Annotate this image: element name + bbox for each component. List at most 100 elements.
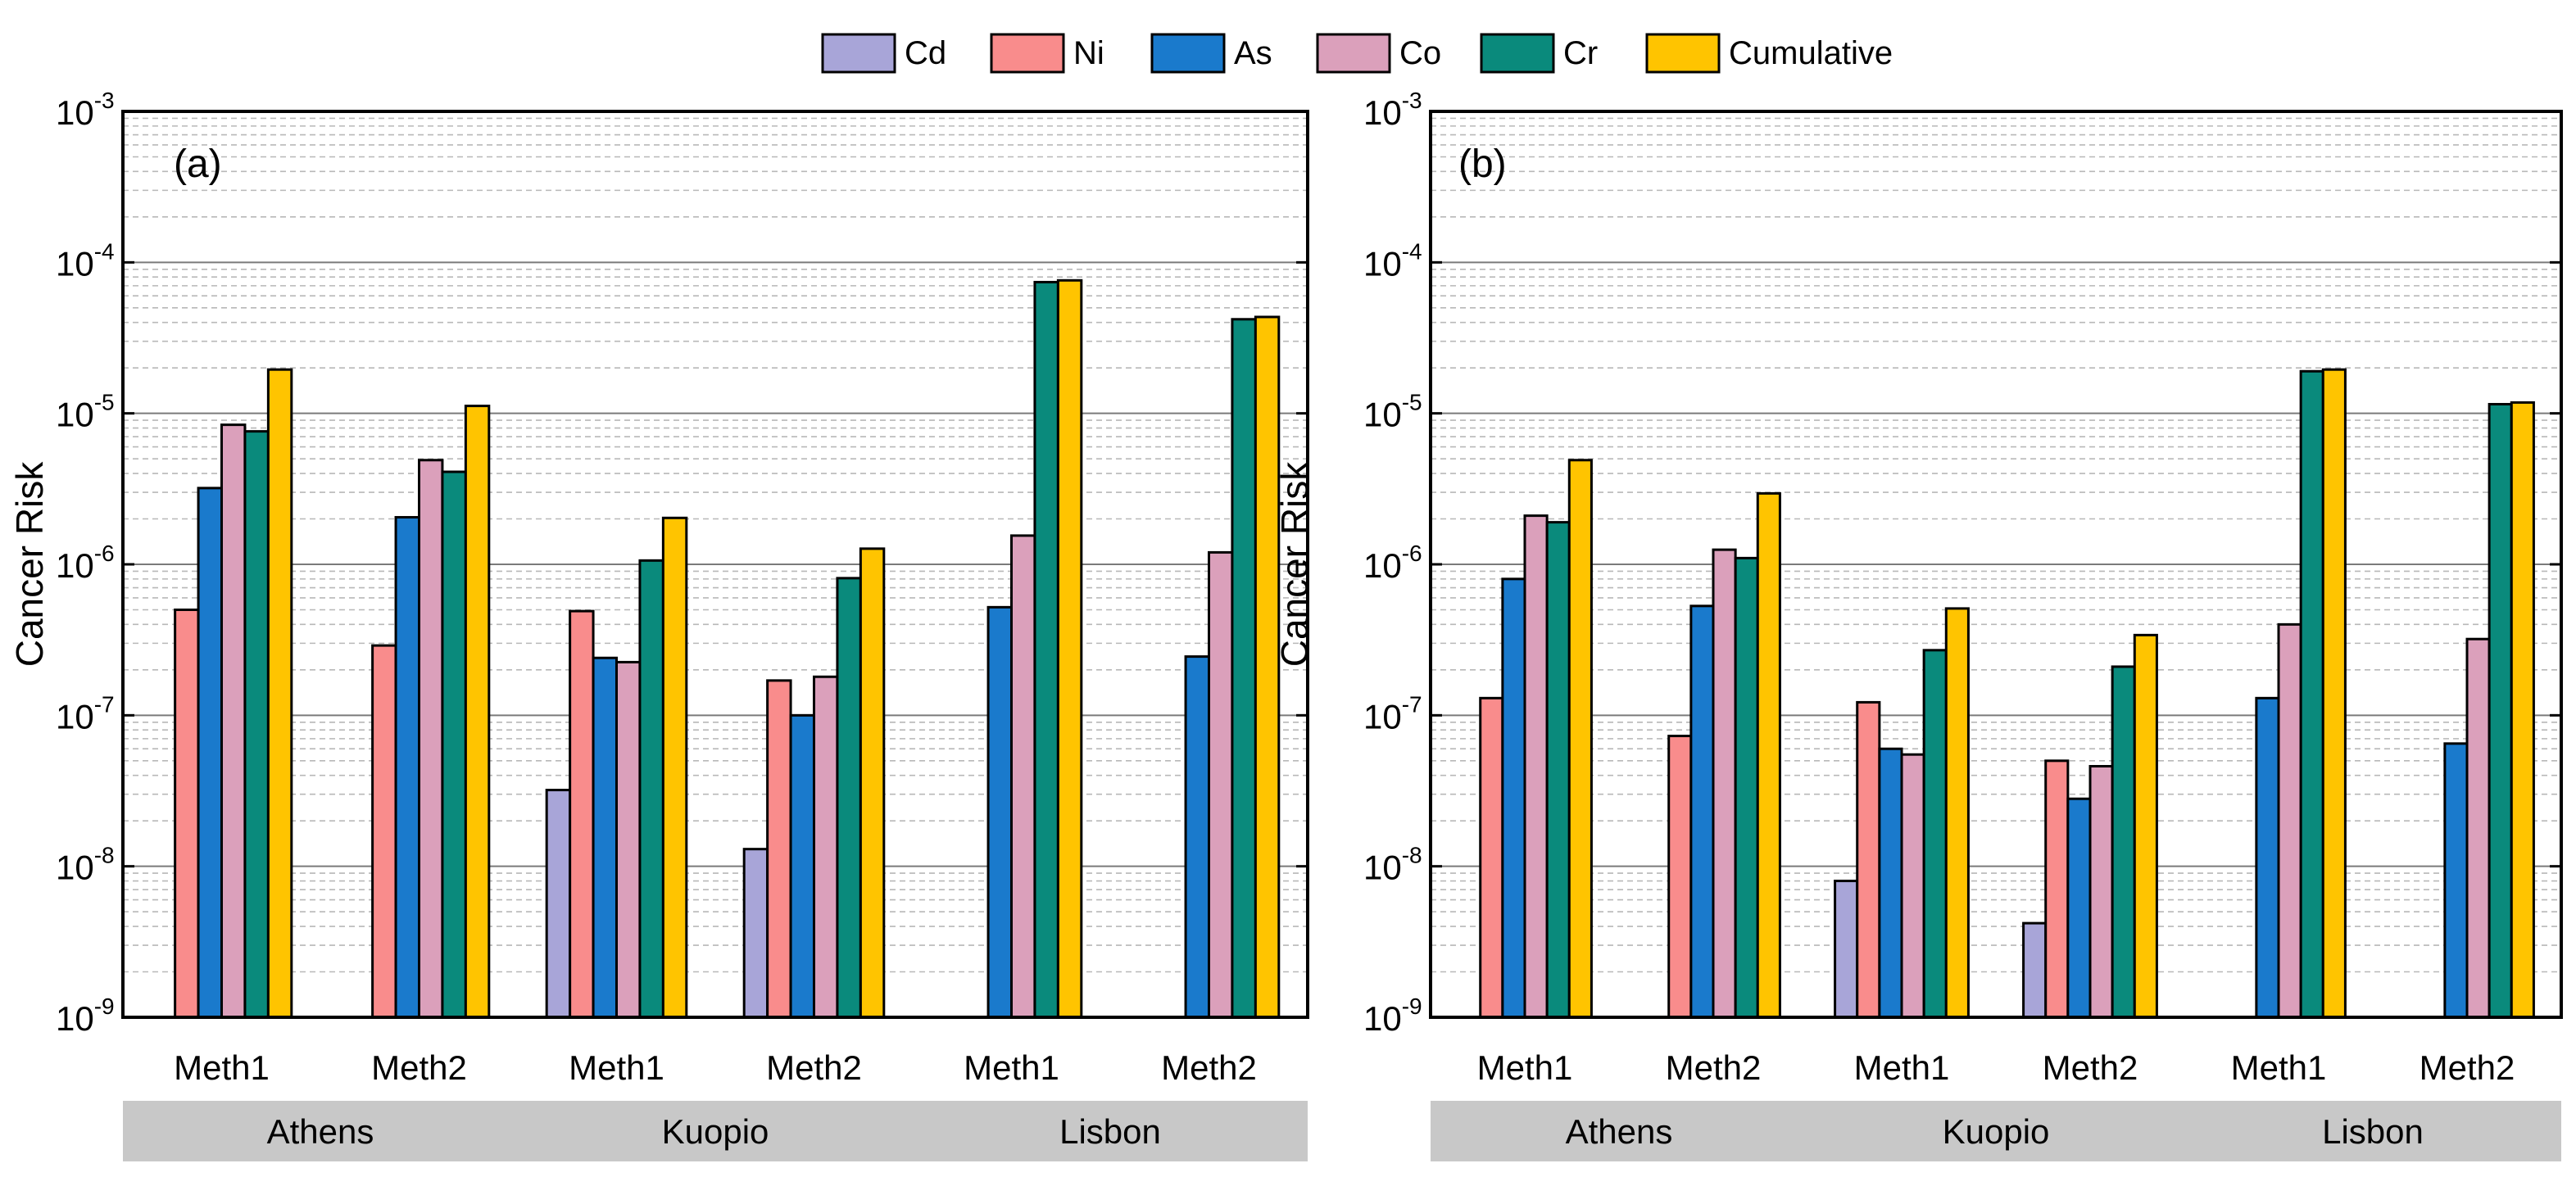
legend-swatch-cr [1480,33,1555,74]
group-band [1431,1101,2561,1161]
bar-ni [371,644,397,1019]
bar-co [1712,548,1737,1019]
y-tick-label: 10-9 [1363,994,1422,1038]
y-tick-label: 10-6 [56,541,115,585]
legend-swatch-ni [990,33,1065,74]
bar-as [592,656,619,1019]
legend-item-cumulative: Cumulative [1645,33,1893,74]
bar-co [1900,753,1925,1019]
bar-co [1010,534,1036,1019]
bar-ni [1479,696,1504,1019]
bar-co [2465,637,2491,1019]
bar-cd [1834,880,1859,1019]
group-label-lisbon: Lisbon [1059,1112,1161,1151]
x-axis-labels: Meth1 Meth2 Meth1 Meth2 Meth1 Meth2 [1477,1048,2515,1087]
bar-cr [2488,402,2513,1019]
legend-item-cd: Cd [821,33,946,74]
x-tick-label-meth2: Meth2 [1666,1048,1762,1087]
bars [174,278,1281,1019]
bar-as [1184,655,1211,1019]
x-axis-labels: Meth1 Meth2 Meth1 Meth2 Meth1 Meth2 [174,1048,1257,1087]
chart-panel-b: 10-9 10-8 10-7 10-6 10-5 10-4 10-3 Cancer Risk (… [1273,88,2563,1161]
bar-cumulative [859,547,886,1019]
bar-cumulative [1944,607,1970,1019]
group-label-kuopio: Kuopio [1943,1112,2050,1151]
bar-co [813,675,839,1019]
x-tick-label-meth1: Meth1 [1477,1048,1573,1087]
y-axis-ticks: 10-9 10-8 10-7 10-6 10-5 10-4 10-3 [1363,88,2561,1038]
x-tick-label-meth1: Meth1 [174,1048,270,1087]
bar-ni [1856,700,1881,1019]
bar-cumulative [2510,401,2535,1019]
x-tick-label-meth2: Meth2 [2420,1048,2515,1087]
x-tick-label-meth2: Meth2 [1161,1048,1257,1087]
y-axis-title: Cancer Risk [8,461,51,668]
bar-as [789,713,816,1019]
legend-item-cr: Cr [1480,33,1598,74]
bar-co [220,423,247,1019]
bar-ni [1667,735,1693,1019]
y-tick-label: 10-4 [1363,238,1422,283]
bar-as [2066,797,2092,1019]
bars [1479,368,2535,1019]
bar-ni [766,679,792,1019]
x-tick-label-meth1: Meth1 [1854,1048,1950,1087]
legend-label: As [1234,35,1272,71]
bar-cumulative [1756,491,1781,1019]
group-label-kuopio: Kuopio [662,1112,769,1151]
bar-ni [2044,759,2070,1019]
bar-cumulative [464,405,491,1019]
bar-co [418,459,444,1019]
bar-cr [638,559,664,1019]
y-tick-label: 10-9 [56,994,115,1038]
bar-cumulative [1567,459,1593,1019]
bar-as [2443,742,2469,1019]
bar-cumulative [2133,633,2158,1019]
bar-cr [441,470,467,1019]
group-label-athens: Athens [1566,1112,1673,1151]
bar-co [2277,622,2302,1019]
y-tick-label: 10-8 [56,843,115,887]
y-axis-ticks: 10-9 10-8 10-7 10-6 10-5 10-4 10-3 [56,88,1308,1038]
bar-cumulative [1254,315,1281,1019]
y-tick-label: 10-5 [56,390,115,434]
y-tick-label: 10-7 [1363,691,1422,736]
bar-cr [836,577,862,1019]
bar-cr [2111,665,2136,1019]
bar-cumulative [661,516,688,1019]
bar-ni [174,608,200,1019]
legend-label: Ni [1073,35,1104,71]
y-tick-label: 10-4 [56,238,115,283]
y-tick-label: 10-8 [1363,843,1422,887]
legend-swatch-as [1150,33,1226,74]
x-tick-label-meth2: Meth2 [371,1048,467,1087]
legend-label: Cr [1563,35,1598,71]
x-tick-label-meth2: Meth2 [2043,1048,2138,1087]
bar-cumulative [2321,368,2347,1019]
bar-as [197,487,223,1019]
panel-label: (b) [1458,143,1507,186]
bar-as [1878,747,1903,1019]
bar-as [1501,577,1526,1019]
gridlines [123,117,1308,973]
bar-co [2088,764,2114,1019]
group-label-lisbon: Lisbon [2322,1112,2424,1151]
bar-cumulative [1056,278,1083,1019]
y-tick-label: 10-6 [1363,541,1422,585]
legend-swatch-cd [821,33,896,74]
legend-label: Co [1399,35,1441,71]
gridlines [1431,117,2561,973]
group-label-athens: Athens [267,1112,374,1151]
legend: Cd Ni As Co Cr Cumulative [821,33,1893,74]
legend-label: Cumulative [1729,35,1893,71]
bar-cr [243,430,270,1019]
bar-co [1208,550,1234,1019]
x-tick-label-meth2: Meth2 [766,1048,862,1087]
x-tick-label-meth1: Meth1 [569,1048,664,1087]
y-tick-label: 10-3 [56,88,115,132]
bar-cd [2022,921,2048,1019]
bar-cumulative [266,368,293,1019]
legend-label: Cd [905,35,946,71]
legend-swatch-co [1316,33,1391,74]
